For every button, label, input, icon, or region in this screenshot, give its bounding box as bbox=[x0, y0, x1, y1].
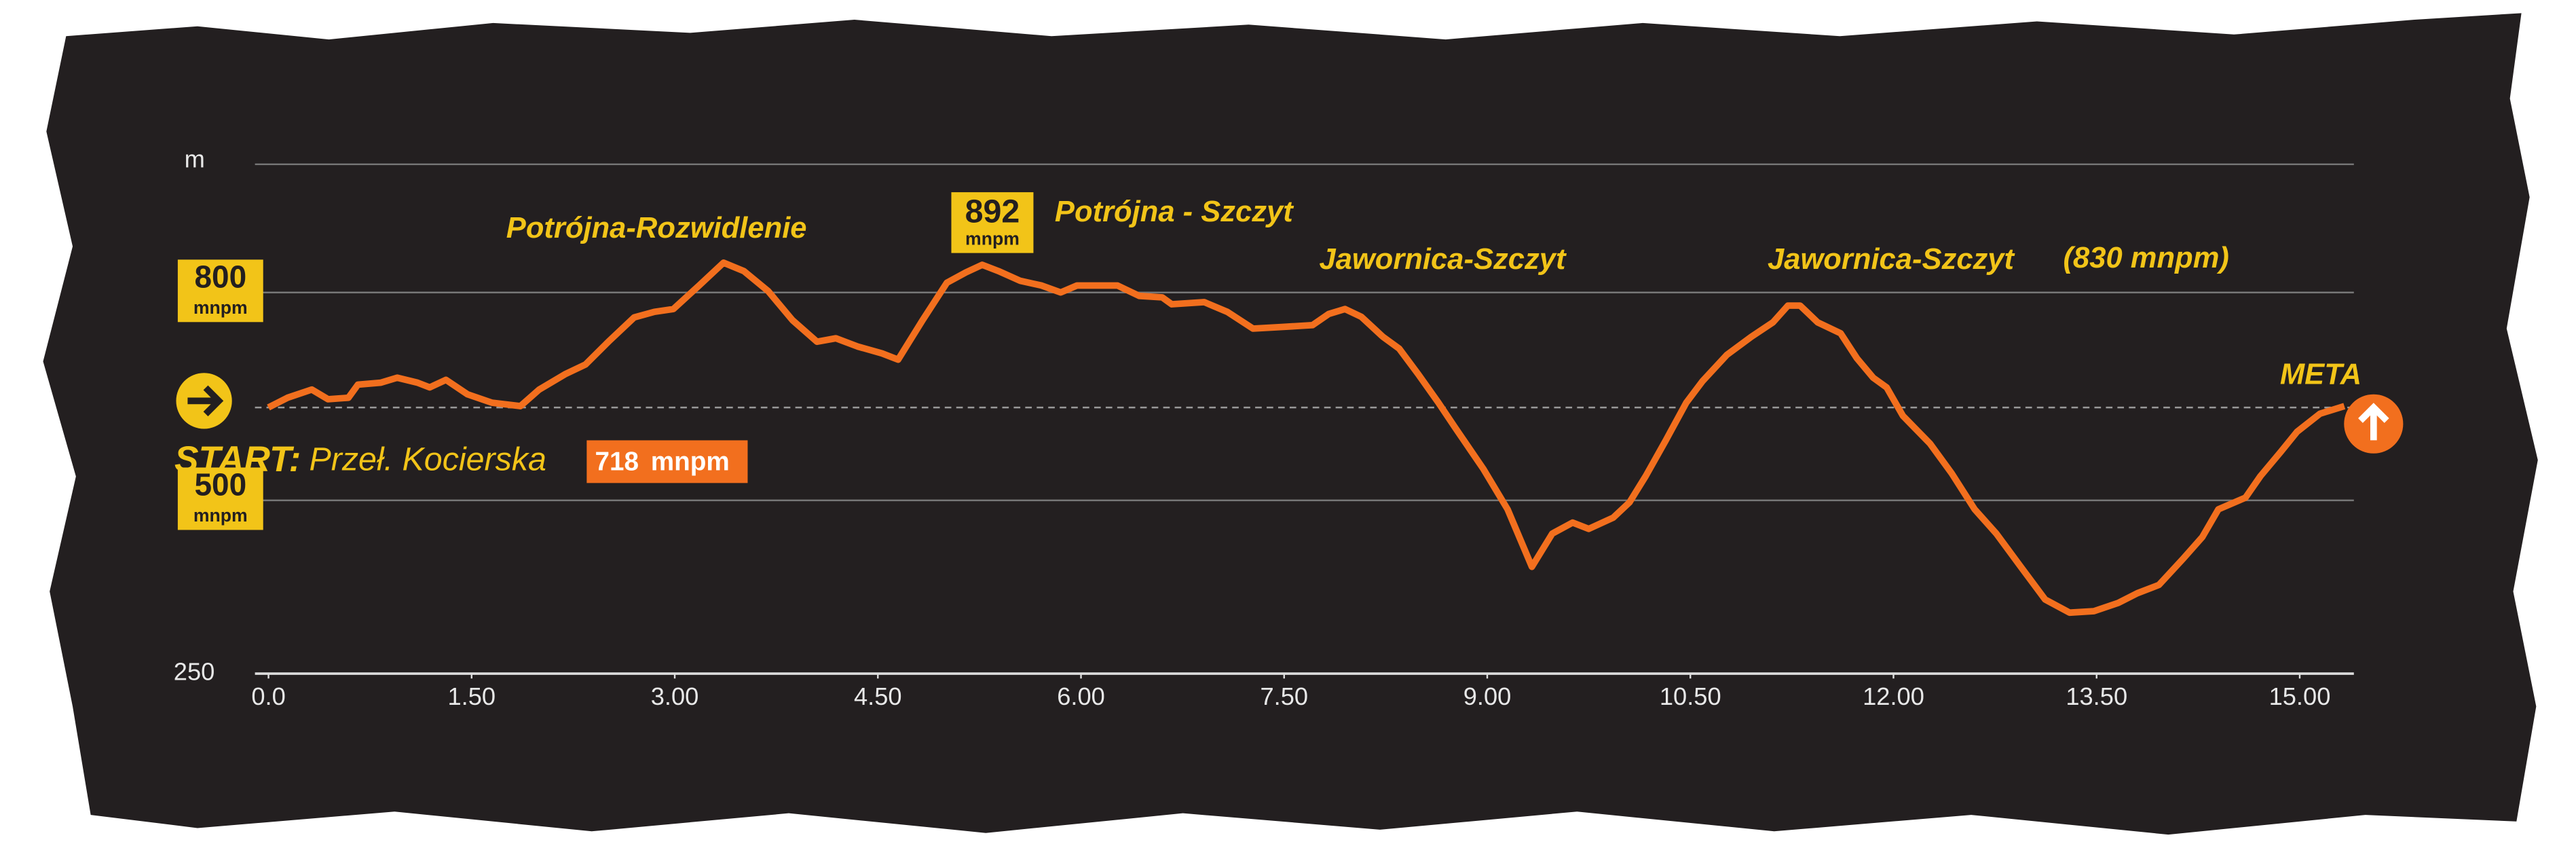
start-elevation: 718 bbox=[595, 447, 639, 477]
peak-value: 892 bbox=[965, 193, 1020, 230]
x-tick-label: 3.00 bbox=[651, 682, 699, 710]
peak-unit: mnpm bbox=[965, 228, 1020, 249]
x-tick-label: 9.00 bbox=[1463, 682, 1512, 710]
x-tick-label: 13.50 bbox=[2066, 682, 2127, 710]
y-tick-label: 500 bbox=[194, 467, 246, 502]
y-tick-label: 800 bbox=[194, 259, 246, 295]
annotation: Jawornica-Szczyt bbox=[1768, 243, 2015, 276]
annotation: Potrójna-Rozwidlenie bbox=[506, 212, 807, 244]
start-arrow bbox=[187, 385, 224, 417]
annotation: Jawornica-Szczyt bbox=[1319, 243, 1567, 276]
y-tick-unit: mnpm bbox=[193, 505, 248, 526]
x-tick-label: 12.00 bbox=[1863, 682, 1924, 710]
start-place: Przeł. Kocierska bbox=[309, 441, 546, 478]
peak-badge bbox=[951, 192, 1034, 253]
x-tick-label: 15.00 bbox=[2269, 682, 2331, 710]
y-tick-badge bbox=[177, 259, 263, 323]
finish-arrow bbox=[2358, 403, 2389, 441]
x-tick-label: 4.50 bbox=[854, 682, 902, 710]
x-tick-label: 1.50 bbox=[447, 682, 496, 710]
annotation: (830 mnpm) bbox=[2064, 242, 2229, 274]
y-tick-badge bbox=[177, 467, 263, 530]
x-tick-label: 7.50 bbox=[1260, 682, 1308, 710]
annotation: Potrójna - Szczyt bbox=[1055, 196, 1294, 228]
x-tick-label: 0.0 bbox=[251, 682, 285, 710]
start-elevation-badge bbox=[586, 440, 748, 483]
y-tick-label: 250 bbox=[174, 658, 215, 686]
start-elevation-unit: mnpm bbox=[651, 447, 730, 477]
y-axis-label: m bbox=[185, 145, 205, 173]
x-tick-label: 10.50 bbox=[1660, 682, 1721, 710]
y-tick-unit: mnpm bbox=[193, 297, 248, 318]
elevation-line bbox=[267, 259, 2346, 617]
annotation: META bbox=[2280, 359, 2362, 391]
background-panel bbox=[43, 13, 2538, 835]
x-tick-label: 6.00 bbox=[1057, 682, 1105, 710]
